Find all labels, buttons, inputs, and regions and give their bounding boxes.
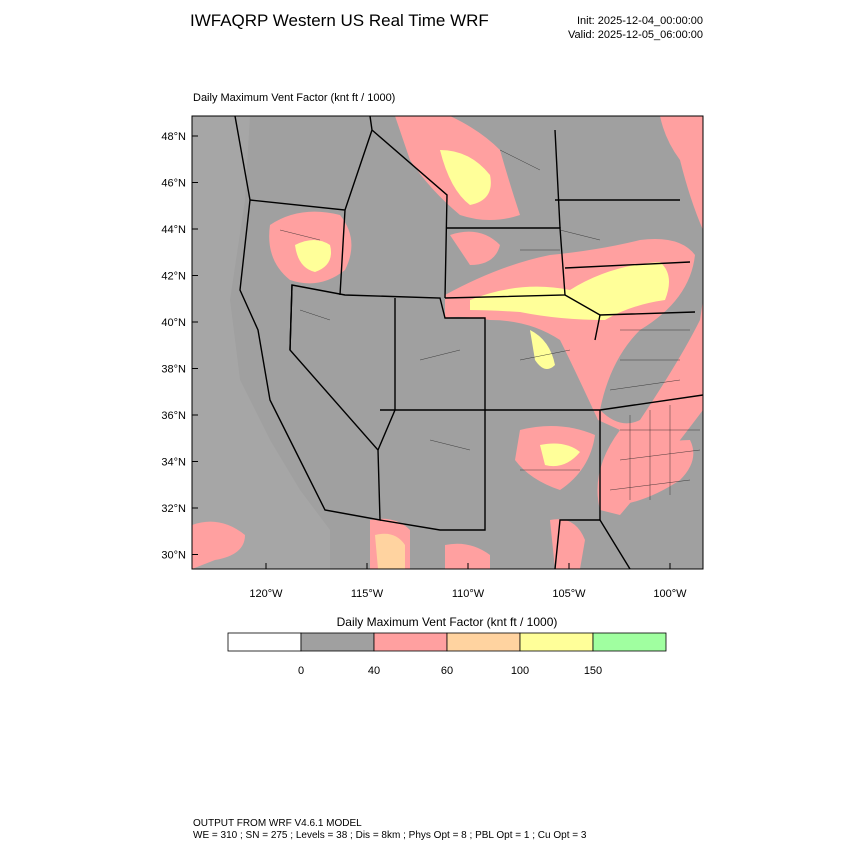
lat-label: 40°N bbox=[161, 317, 186, 329]
colorbar-label: 100 bbox=[511, 665, 529, 677]
lat-label: 34°N bbox=[161, 457, 186, 469]
lat-label: 42°N bbox=[161, 271, 186, 283]
colorbar-label: 40 bbox=[368, 665, 380, 677]
colorbar-label: 60 bbox=[441, 665, 453, 677]
lon-label: 105°W bbox=[552, 588, 586, 600]
colorbar-box bbox=[519, 632, 594, 652]
lon-label: 120°W bbox=[249, 588, 283, 600]
lon-label: 110°W bbox=[452, 588, 485, 600]
colorbar-label: 150 bbox=[584, 665, 602, 677]
lon-label: 100°W bbox=[653, 588, 687, 600]
colorbar-label: 0 bbox=[298, 665, 304, 677]
county-lines bbox=[279, 149, 701, 500]
colorbar-box bbox=[227, 632, 302, 652]
lat-label: 32°N bbox=[161, 503, 186, 515]
colorbar-box bbox=[446, 632, 521, 652]
valid-time: Valid: 2025-12-05_06:00:00 bbox=[568, 29, 703, 41]
state-borders bbox=[234, 116, 703, 569]
lat-label: 48°N bbox=[161, 131, 186, 143]
lon-label: 115°W bbox=[351, 588, 384, 600]
footer-line-1: OUTPUT FROM WRF V4.6.1 MODEL bbox=[193, 818, 362, 829]
map-title: Daily Maximum Vent Factor (knt ft / 1000… bbox=[193, 92, 395, 104]
colorbar-box bbox=[373, 632, 448, 652]
footer-line-2: WE = 310 ; SN = 275 ; Levels = 38 ; Dis … bbox=[193, 830, 587, 841]
lat-label: 46°N bbox=[161, 178, 186, 190]
colorbar-title: Daily Maximum Vent Factor (knt ft / 1000… bbox=[337, 615, 558, 629]
shading bbox=[192, 116, 703, 569]
colorbar-box bbox=[592, 632, 667, 652]
lat-label: 36°N bbox=[161, 410, 186, 422]
ocean bbox=[192, 116, 330, 569]
lat-label: 38°N bbox=[161, 364, 186, 376]
colorbar-box bbox=[300, 632, 375, 652]
figure-title: IWFAQRP Western US Real Time WRF bbox=[190, 11, 489, 30]
lat-label: 44°N bbox=[161, 224, 186, 236]
map bbox=[191, 115, 704, 570]
map-frame bbox=[191, 115, 704, 570]
init-time: Init: 2025-12-04_00:00:00 bbox=[577, 15, 703, 27]
lat-label: 30°N bbox=[161, 550, 186, 562]
